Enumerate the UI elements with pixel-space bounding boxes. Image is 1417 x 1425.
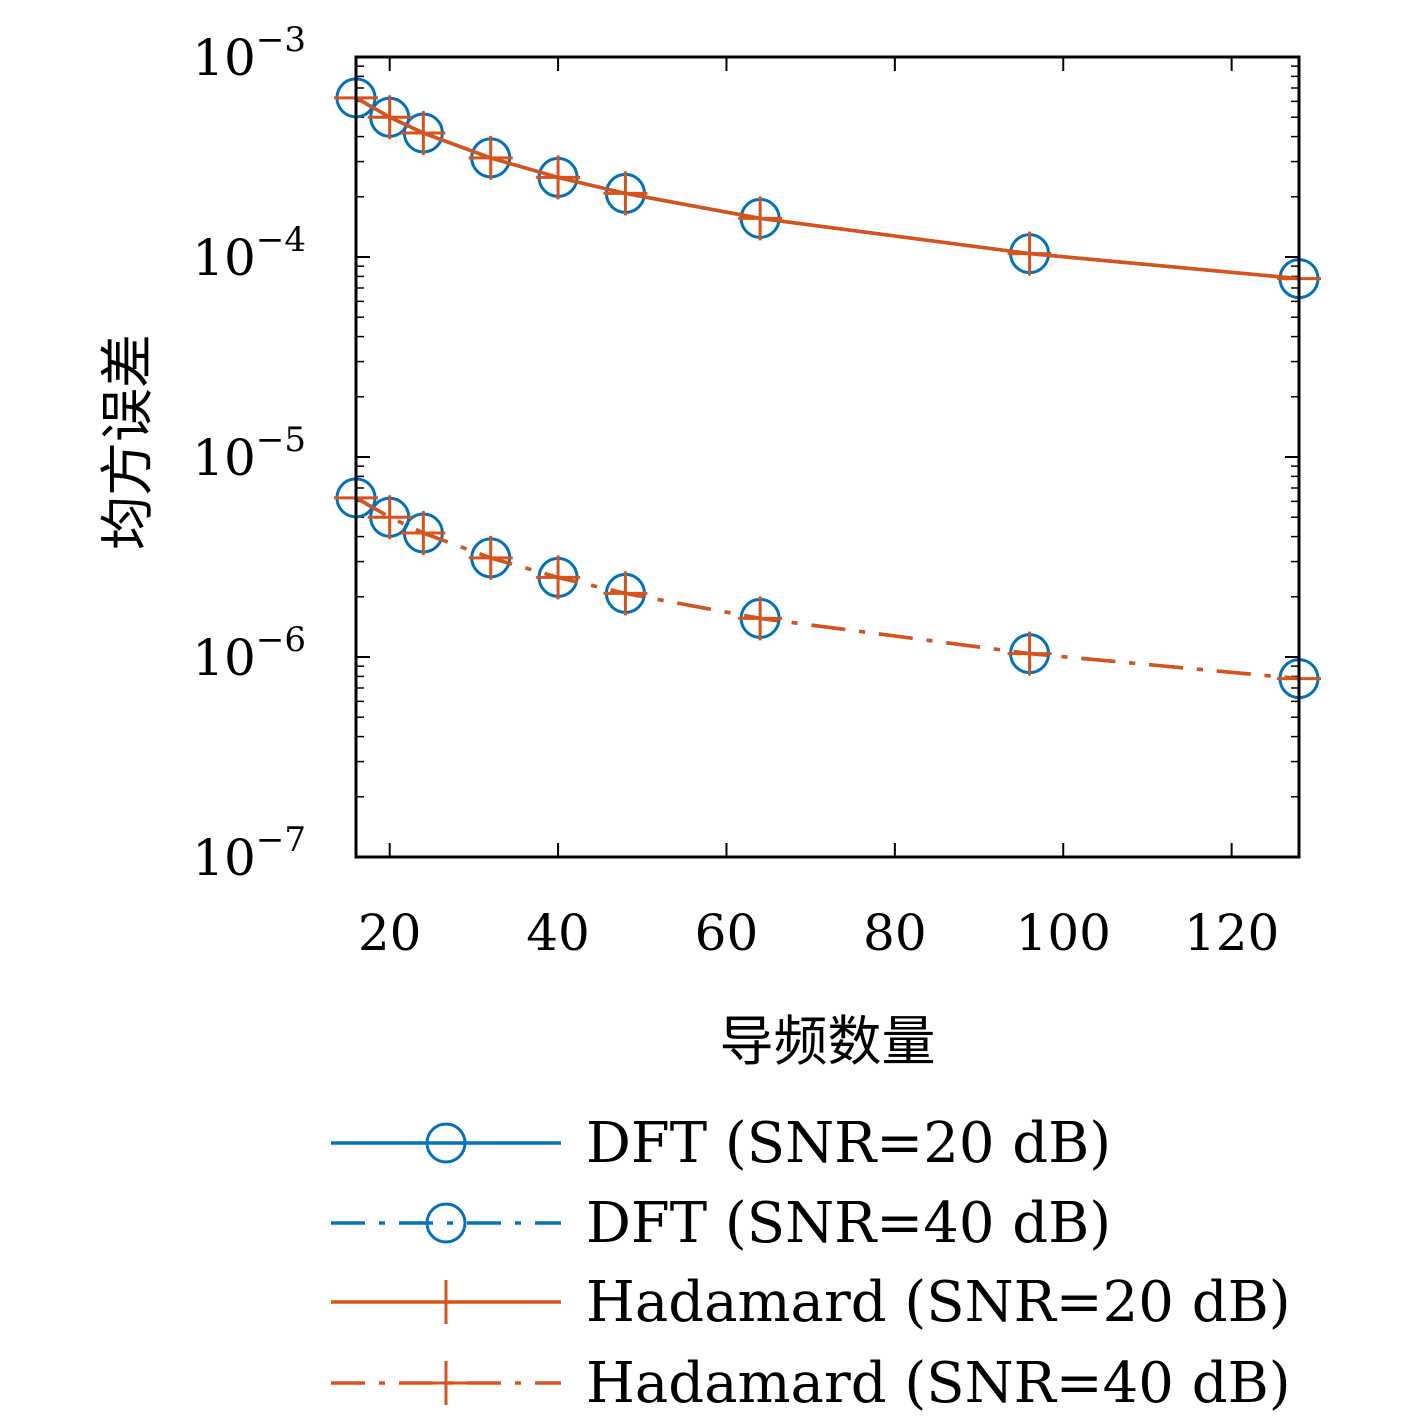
y-tick-label: 10−4 [192,220,306,287]
series-line [335,477,1320,700]
y-tick-label: 10−5 [192,420,306,487]
legend-item: DFT (SNR=40 dB) [331,1191,1111,1256]
data-point-plus [468,135,513,180]
data-point-plus [424,1361,468,1405]
data-point-plus [536,555,581,600]
legend-label: Hadamard (SNR=40 dB) [586,1351,1291,1416]
data-point-plus [424,1280,468,1324]
series-line [334,75,1321,301]
x-tick-label: 60 [695,904,759,962]
data-point-plus [603,571,648,616]
legend-item: DFT (SNR=20 dB) [331,1111,1111,1176]
axes: 20 40 60 80 100 120 10−3 10−4 10−5 10−6 10−7 [192,20,1299,962]
series-line [335,77,1320,300]
data-point-plus [401,110,446,155]
data-point-plus [367,495,412,540]
series-path [355,96,1300,281]
data-point-circle [425,1202,467,1244]
legend-label: DFT (SNR=20 dB) [586,1111,1111,1176]
x-tick-label: 120 [1184,904,1279,962]
y-tick-label: 10−3 [192,20,306,87]
legend-label: DFT (SNR=40 dB) [586,1191,1111,1256]
x-tick-label: 80 [863,904,927,962]
x-axis-label: 导频数量 [720,1010,936,1073]
legend-item: Hadamard (SNR=20 dB) [331,1270,1291,1335]
series-path [355,496,1300,681]
x-tick-label: 20 [358,904,422,962]
series-path [355,96,1300,281]
data-point-plus [536,155,581,200]
y-tick-label: 10−6 [192,620,306,687]
data-point-plus [738,596,783,641]
series-path [355,496,1300,681]
legend: DFT (SNR=20 dB) DFT (SNR=40 dB) Hadamard (… [331,1111,1291,1416]
data-point-plus [738,196,783,241]
legend-label: Hadamard (SNR=20 dB) [586,1270,1291,1335]
data-point-plus [1007,231,1052,276]
series-line [334,475,1321,701]
x-tick-label: 40 [526,904,590,962]
y-tick-label: 10−7 [192,820,306,887]
legend-item: Hadamard (SNR=40 dB) [331,1351,1291,1416]
data-point-plus [367,95,412,140]
data-point-plus [603,171,648,216]
x-tick-label: 100 [1016,904,1111,962]
series-group [334,75,1321,701]
data-point-circle [425,1122,467,1164]
data-point-plus [1007,631,1052,676]
data-point-plus [468,535,513,580]
data-point-plus [401,510,446,555]
y-axis-label: 均方误差 [96,334,159,550]
